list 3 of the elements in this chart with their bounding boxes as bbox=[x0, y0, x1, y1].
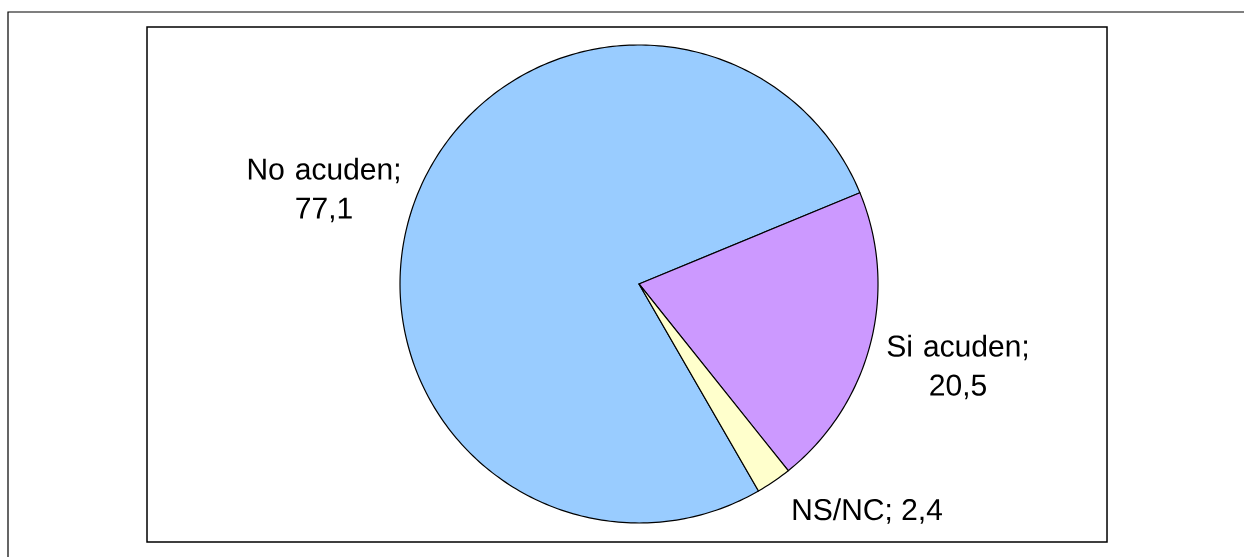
data-label: NS/NC; 2,4 bbox=[793, 498, 942, 524]
data-label: No acuden; 77,1 bbox=[248, 157, 399, 223]
data-label: Si acuden; 20,5 bbox=[887, 334, 1027, 400]
